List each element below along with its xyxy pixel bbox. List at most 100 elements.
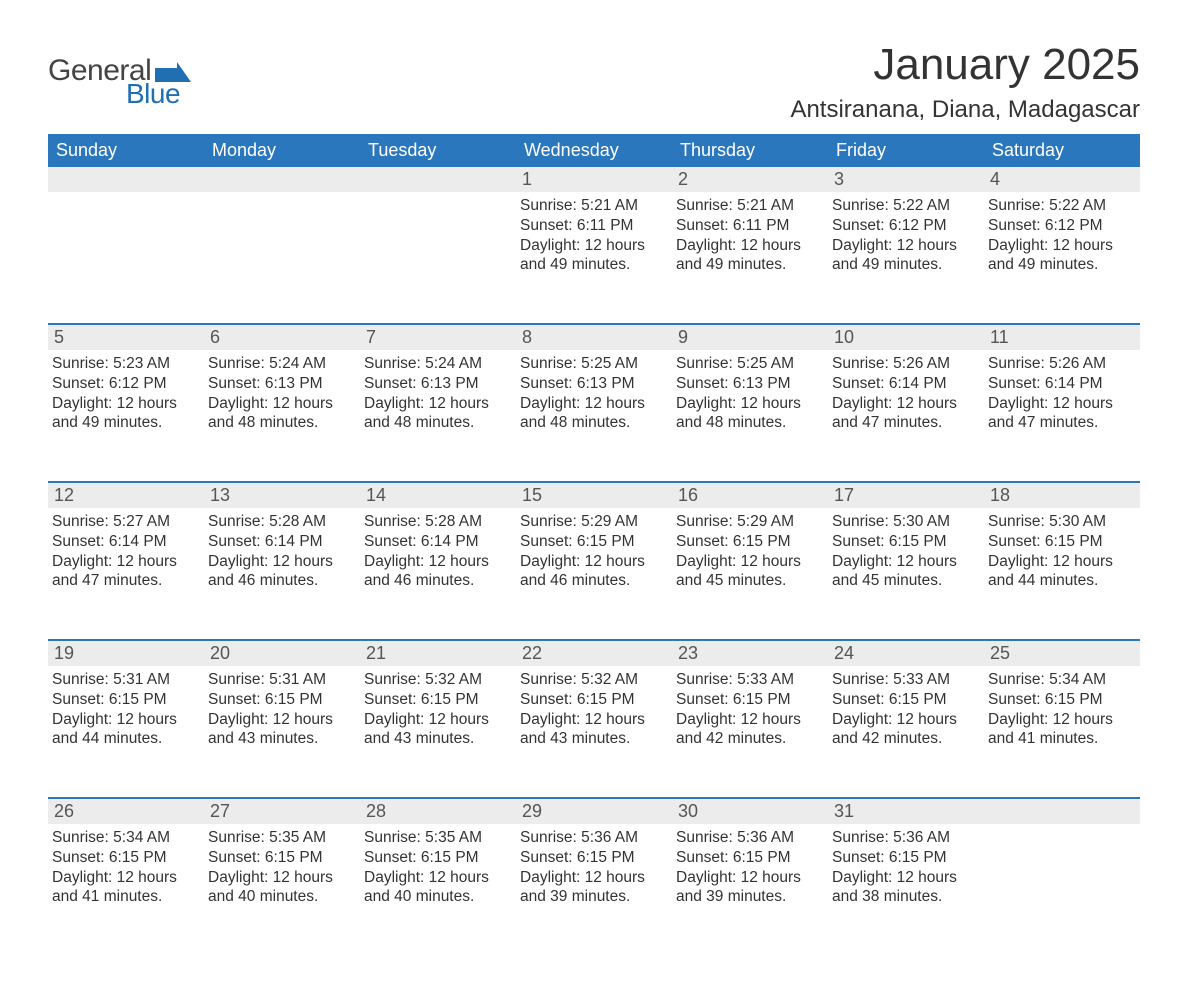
daylight-text: Daylight: 12 hours and 41 minutes. [52,868,200,908]
daylight-text: Daylight: 12 hours and 49 minutes. [52,394,200,434]
daylight-text: Daylight: 12 hours and 38 minutes. [832,868,980,908]
location-subtitle: Antsiranana, Diana, Madagascar [790,96,1140,124]
day-body: Sunrise: 5:26 AMSunset: 6:14 PMDaylight:… [984,350,1140,437]
day-cell: Sunrise: 5:21 AMSunset: 6:11 PMDaylight:… [516,192,672,324]
sunset-text: Sunset: 6:15 PM [520,532,668,552]
daylight-text: Daylight: 12 hours and 49 minutes. [520,236,668,276]
day-number-cell: 2 [672,167,828,192]
day-cell [48,192,204,324]
sunrise-text: Sunrise: 5:31 AM [52,670,200,690]
day-number: 26 [48,799,204,824]
sunset-text: Sunset: 6:14 PM [364,532,512,552]
week-daynum-row: 19202122232425 [48,640,1140,666]
sunrise-text: Sunrise: 5:34 AM [52,828,200,848]
day-cell: Sunrise: 5:32 AMSunset: 6:15 PMDaylight:… [360,666,516,798]
day-body: Sunrise: 5:21 AMSunset: 6:11 PMDaylight:… [516,192,672,279]
day-number: 10 [828,325,984,350]
day-number-cell: 24 [828,640,984,666]
sunset-text: Sunset: 6:15 PM [364,848,512,868]
day-number-cell [48,167,204,192]
sunrise-text: Sunrise: 5:22 AM [988,196,1136,216]
daylight-text: Daylight: 12 hours and 43 minutes. [520,710,668,750]
daylight-text: Daylight: 12 hours and 43 minutes. [208,710,356,750]
sunrise-text: Sunrise: 5:30 AM [988,512,1136,532]
logo: General Blue [48,40,191,110]
daylight-text: Daylight: 12 hours and 47 minutes. [52,552,200,592]
day-number [360,167,516,171]
daylight-text: Daylight: 12 hours and 43 minutes. [364,710,512,750]
day-number: 30 [672,799,828,824]
day-number-cell: 25 [984,640,1140,666]
day-number-cell: 1 [516,167,672,192]
day-body: Sunrise: 5:28 AMSunset: 6:14 PMDaylight:… [360,508,516,595]
sunrise-text: Sunrise: 5:34 AM [988,670,1136,690]
sunrise-text: Sunrise: 5:23 AM [52,354,200,374]
day-cell: Sunrise: 5:31 AMSunset: 6:15 PMDaylight:… [204,666,360,798]
day-body: Sunrise: 5:31 AMSunset: 6:15 PMDaylight:… [204,666,360,753]
day-number: 31 [828,799,984,824]
sunset-text: Sunset: 6:15 PM [208,690,356,710]
sunrise-text: Sunrise: 5:35 AM [208,828,356,848]
day-cell: Sunrise: 5:36 AMSunset: 6:15 PMDaylight:… [672,824,828,956]
day-number: 11 [984,325,1140,350]
daylight-text: Daylight: 12 hours and 49 minutes. [676,236,824,276]
day-header-monday: Monday [204,134,360,167]
sunrise-text: Sunrise: 5:36 AM [520,828,668,848]
day-cell: Sunrise: 5:36 AMSunset: 6:15 PMDaylight:… [516,824,672,956]
day-number-cell [204,167,360,192]
day-body: Sunrise: 5:34 AMSunset: 6:15 PMDaylight:… [984,666,1140,753]
sunrise-text: Sunrise: 5:24 AM [208,354,356,374]
day-body: Sunrise: 5:24 AMSunset: 6:13 PMDaylight:… [360,350,516,437]
day-body: Sunrise: 5:36 AMSunset: 6:15 PMDaylight:… [828,824,984,911]
day-number-cell: 18 [984,482,1140,508]
day-header-saturday: Saturday [984,134,1140,167]
day-number: 8 [516,325,672,350]
day-cell: Sunrise: 5:29 AMSunset: 6:15 PMDaylight:… [672,508,828,640]
day-cell: Sunrise: 5:28 AMSunset: 6:14 PMDaylight:… [360,508,516,640]
sunrise-text: Sunrise: 5:21 AM [520,196,668,216]
sunset-text: Sunset: 6:15 PM [520,848,668,868]
day-number-cell: 4 [984,167,1140,192]
day-number: 1 [516,167,672,192]
sunset-text: Sunset: 6:15 PM [676,690,824,710]
day-number: 12 [48,483,204,508]
day-body: Sunrise: 5:35 AMSunset: 6:15 PMDaylight:… [360,824,516,911]
day-cell: Sunrise: 5:33 AMSunset: 6:15 PMDaylight:… [672,666,828,798]
daylight-text: Daylight: 12 hours and 42 minutes. [676,710,824,750]
day-number-cell: 23 [672,640,828,666]
day-body: Sunrise: 5:22 AMSunset: 6:12 PMDaylight:… [828,192,984,279]
day-cell: Sunrise: 5:35 AMSunset: 6:15 PMDaylight:… [360,824,516,956]
day-number-cell: 9 [672,324,828,350]
day-number-cell: 7 [360,324,516,350]
day-body: Sunrise: 5:30 AMSunset: 6:15 PMDaylight:… [984,508,1140,595]
sunrise-text: Sunrise: 5:32 AM [520,670,668,690]
day-number: 28 [360,799,516,824]
day-number-cell: 11 [984,324,1140,350]
day-cell: Sunrise: 5:23 AMSunset: 6:12 PMDaylight:… [48,350,204,482]
daylight-text: Daylight: 12 hours and 44 minutes. [52,710,200,750]
day-cell [984,824,1140,956]
sunset-text: Sunset: 6:14 PM [208,532,356,552]
day-cell: Sunrise: 5:24 AMSunset: 6:13 PMDaylight:… [204,350,360,482]
day-number-cell: 29 [516,798,672,824]
daylight-text: Daylight: 12 hours and 40 minutes. [364,868,512,908]
day-number: 13 [204,483,360,508]
sunset-text: Sunset: 6:13 PM [520,374,668,394]
sunrise-text: Sunrise: 5:22 AM [832,196,980,216]
day-body: Sunrise: 5:33 AMSunset: 6:15 PMDaylight:… [672,666,828,753]
day-cell: Sunrise: 5:24 AMSunset: 6:13 PMDaylight:… [360,350,516,482]
day-cell: Sunrise: 5:25 AMSunset: 6:13 PMDaylight:… [516,350,672,482]
day-body: Sunrise: 5:24 AMSunset: 6:13 PMDaylight:… [204,350,360,437]
day-body: Sunrise: 5:34 AMSunset: 6:15 PMDaylight:… [48,824,204,911]
daylight-text: Daylight: 12 hours and 48 minutes. [208,394,356,434]
day-body: Sunrise: 5:33 AMSunset: 6:15 PMDaylight:… [828,666,984,753]
day-number: 29 [516,799,672,824]
day-number-cell [984,798,1140,824]
day-cell: Sunrise: 5:27 AMSunset: 6:14 PMDaylight:… [48,508,204,640]
day-number: 22 [516,641,672,666]
week-daynum-row: 12131415161718 [48,482,1140,508]
day-cell: Sunrise: 5:31 AMSunset: 6:15 PMDaylight:… [48,666,204,798]
day-number: 20 [204,641,360,666]
day-number-cell: 20 [204,640,360,666]
day-number-cell: 10 [828,324,984,350]
